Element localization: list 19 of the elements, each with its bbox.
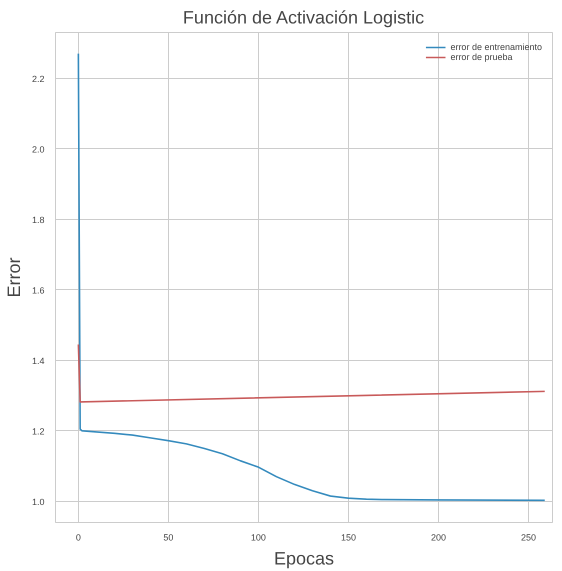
- x-tick-label: 0: [76, 532, 81, 542]
- x-tick-label: 200: [431, 532, 446, 542]
- line-series: [78, 52, 546, 502]
- y-tick-label: 1.8: [32, 214, 45, 225]
- x-tick-label: 150: [340, 532, 356, 542]
- legend-label: error de entrenamiento: [450, 42, 542, 52]
- y-tick-label: 1.6: [32, 285, 45, 296]
- y-tick-label: 2.0: [32, 144, 45, 154]
- legend-label: error de prueba: [450, 52, 512, 62]
- x-tick-label: 250: [521, 532, 536, 542]
- x-axis-title: Epocas: [274, 548, 334, 568]
- y-tick-label: 1.0: [32, 496, 45, 507]
- y-tick-label: 2.2: [32, 74, 45, 84]
- x-tick-label: 50: [163, 532, 174, 542]
- x-tick-label: 100: [250, 532, 266, 542]
- y-tick-label: 1.2: [32, 426, 45, 436]
- y-axis-title: Error: [4, 257, 24, 298]
- chart-title: Función de Activación Logistic: [182, 8, 424, 28]
- y-tick-label: 1.4: [32, 356, 45, 366]
